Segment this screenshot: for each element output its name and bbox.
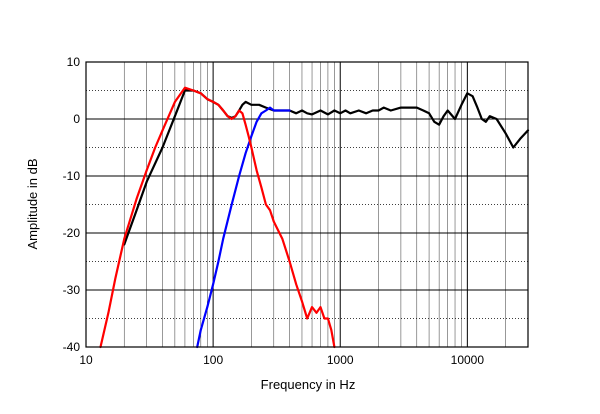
y-tick-label: -20 (63, 226, 81, 240)
x-tick-label: 1000 (327, 353, 354, 367)
y-tick-label: -30 (63, 283, 81, 297)
x-axis-label: Frequency in Hz (261, 377, 356, 392)
x-tick-label: 100 (203, 353, 223, 367)
x-tick-labels: 10 100 1000 10000 (79, 353, 484, 367)
y-tick-label: 0 (73, 112, 80, 126)
series-curves (99, 86, 530, 349)
x-tick-label: 10000 (451, 353, 485, 367)
y-axis-label: Amplitude in dB (25, 158, 40, 249)
y-tick-labels: 10 0 -10 -20 -30 -40 (63, 55, 81, 354)
y-tick-label: 10 (67, 55, 81, 69)
blue-response-curve (196, 106, 291, 349)
red-response-curve (99, 86, 336, 349)
y-tick-label: -10 (63, 169, 81, 183)
plot-frame (85, 61, 529, 348)
x-tick-label: 10 (79, 353, 93, 367)
y-tick-label: -40 (63, 340, 81, 354)
